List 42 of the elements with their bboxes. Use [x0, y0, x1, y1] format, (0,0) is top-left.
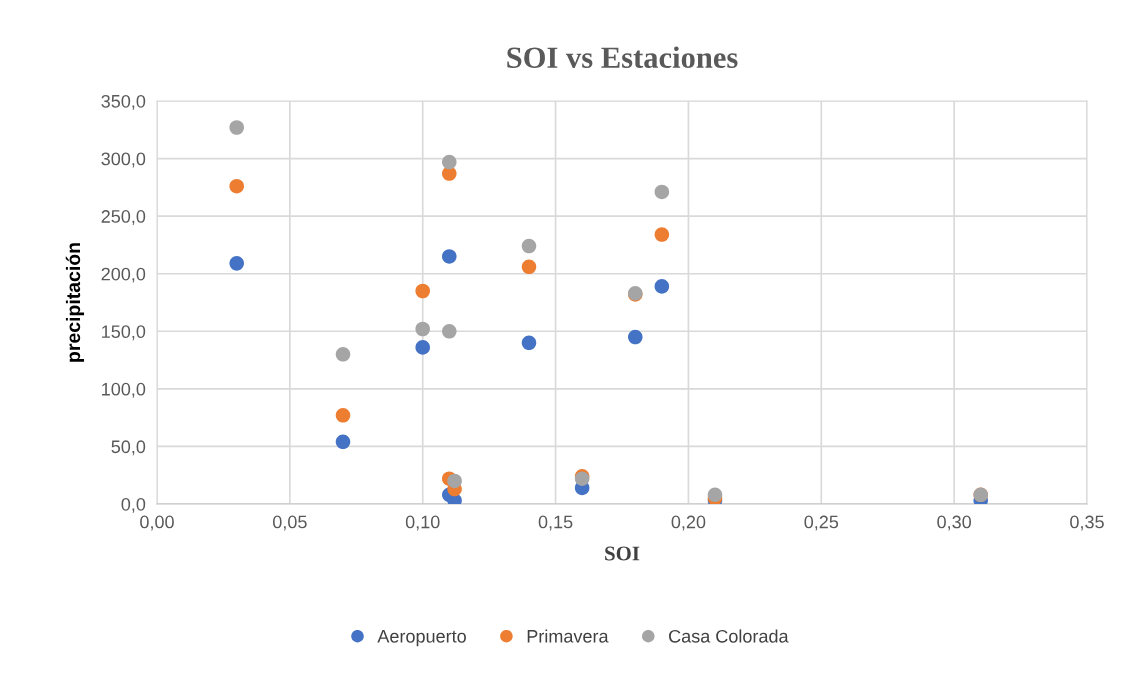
point	[229, 178, 244, 194]
y-tick-label: 300,0	[101, 152, 146, 168]
legend-label: Casa Colorada	[669, 629, 789, 643]
x-tick-label: 0,15	[538, 515, 573, 531]
y-tick-label: 150,0	[102, 325, 146, 341]
x-tick-label: 0,05	[272, 515, 307, 531]
y-tick-label: 100,0	[102, 382, 146, 398]
point	[335, 408, 351, 423]
point	[447, 473, 462, 489]
point	[229, 256, 244, 271]
y-axis-title: precipitación	[65, 243, 85, 362]
point	[229, 120, 244, 135]
point	[654, 184, 670, 200]
x-tick-label: 0,20	[671, 515, 706, 531]
legend-label: Aeropuerto	[377, 630, 466, 647]
legend-label: Primavera	[527, 629, 609, 643]
x-tick-label: 0,25	[804, 515, 839, 531]
point	[442, 324, 457, 339]
x-tick-label: 0,00	[140, 515, 174, 531]
point	[415, 340, 430, 355]
chart-title: SOI vs Estaciones	[507, 46, 738, 68]
y-tick-label: 350,0	[101, 94, 146, 110]
point	[415, 283, 430, 299]
y-tick-label: 250,0	[101, 210, 146, 225]
point	[335, 347, 351, 362]
point	[442, 249, 457, 264]
y-tick-label: 0,0	[121, 497, 146, 513]
point	[628, 329, 643, 345]
x-tick-label: 0,35	[1070, 515, 1104, 531]
point	[521, 259, 537, 275]
point	[335, 434, 351, 450]
point	[654, 227, 670, 242]
x-tick-label: 0,30	[937, 515, 972, 531]
y-tick-label: 50,0	[111, 440, 146, 456]
x-tick-label: 0,10	[405, 515, 440, 531]
point	[442, 154, 457, 170]
point	[521, 335, 537, 351]
point	[415, 321, 430, 337]
x-axis-title: SOI	[605, 546, 640, 561]
y-tick-label: 200,0	[101, 267, 146, 283]
point	[521, 238, 537, 254]
point	[654, 279, 670, 294]
